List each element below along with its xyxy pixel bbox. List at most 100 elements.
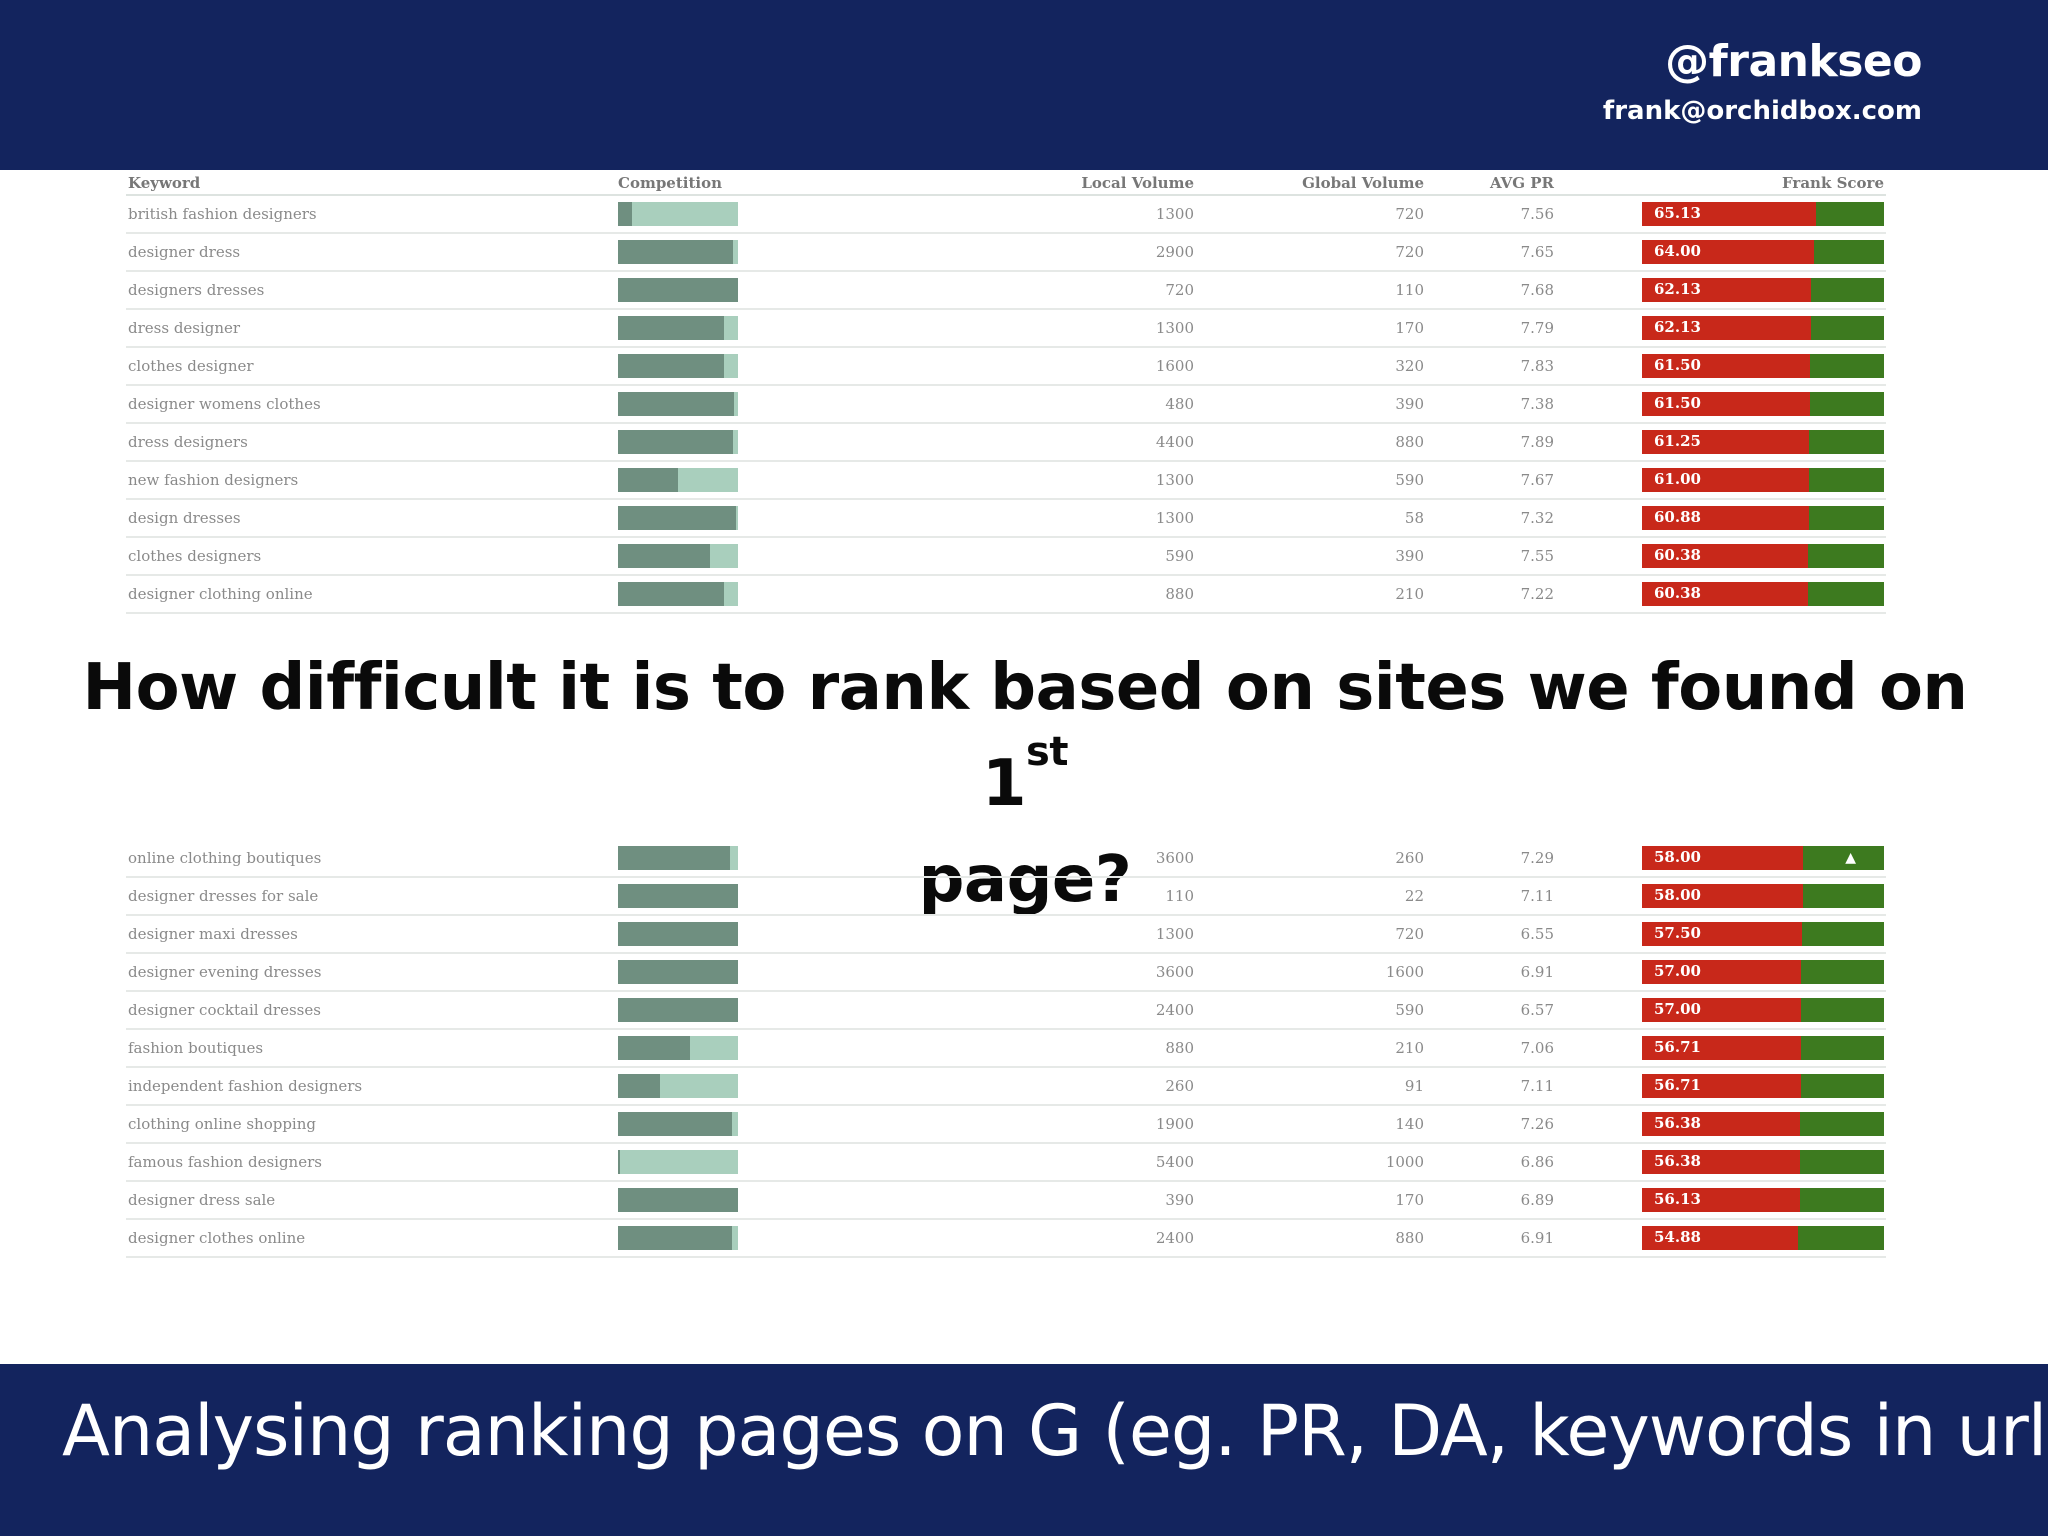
table-row[interactable]: designer evening dresses 3600 1600 6.91 57.0… [126, 953, 1886, 992]
local-volume-cell: 110 [846, 877, 1196, 916]
keyword-cell[interactable]: design dresses [126, 499, 616, 538]
keyword-cell[interactable]: designer dress sale [126, 1181, 616, 1220]
frank-score-bar: 54.88 [1642, 1226, 1884, 1250]
twitter-handle: @frankseo [1665, 36, 1922, 87]
competition-bar-fill [618, 430, 734, 454]
competition-bar [618, 1036, 738, 1060]
frank-score-cell: 65.13 [1556, 195, 1886, 234]
table-row[interactable]: designer clothing online 880 210 7.22 60.38 [126, 575, 1886, 614]
keyword-cell[interactable]: clothing online shopping [126, 1105, 616, 1144]
frank-score-value: 60.38 [1654, 546, 1701, 564]
keyword-cell[interactable]: designer womens clothes [126, 385, 616, 424]
keyword-cell[interactable]: designer dress [126, 233, 616, 272]
competition-cell [616, 309, 846, 348]
competition-bar [618, 278, 738, 302]
frank-score-cell: 58.00 ▲ [1556, 840, 1886, 878]
avg-pr-cell: 6.86 [1426, 1143, 1556, 1182]
local-volume-cell: 1300 [846, 461, 1196, 500]
table-row[interactable]: design dresses 1300 58 7.32 60.88 [126, 499, 1886, 538]
frank-score-cell: 58.00 [1556, 877, 1886, 916]
table-header-row: Keyword Competition Local Volume Global … [126, 172, 1886, 196]
table-row[interactable]: clothes designers 590 390 7.55 60.38 [126, 537, 1886, 576]
frank-score-cell: 60.88 [1556, 499, 1886, 538]
competition-cell [616, 461, 846, 500]
question-ordinal: st [1026, 729, 1068, 775]
keyword-cell[interactable]: designer evening dresses [126, 953, 616, 992]
col-header-global-volume[interactable]: Global Volume [1196, 172, 1426, 196]
keyword-cell[interactable]: dress designer [126, 309, 616, 348]
frank-score-value: 61.50 [1654, 394, 1701, 412]
competition-bar-fill [618, 922, 738, 946]
table-row[interactable]: independent fashion designers 260 91 7.11 56… [126, 1067, 1886, 1106]
competition-bar-fill [618, 544, 711, 568]
keyword-cell[interactable]: dress designers [126, 423, 616, 462]
keyword-table-top: Keyword Competition Local Volume Global … [126, 172, 1886, 614]
frank-score-value: 62.13 [1654, 318, 1701, 336]
frank-score-value: 57.00 [1654, 962, 1701, 980]
table-row[interactable]: famous fashion designers 5400 1000 6.86 56.3… [126, 1143, 1886, 1182]
table-row[interactable]: fashion boutiques 880 210 7.06 56.71 [126, 1029, 1886, 1068]
keyword-cell[interactable]: british fashion designers [126, 195, 616, 234]
local-volume-cell: 260 [846, 1067, 1196, 1106]
keyword-cell[interactable]: designers dresses [126, 271, 616, 310]
competition-cell [616, 840, 846, 878]
competition-bar [618, 506, 738, 530]
col-header-avg-pr[interactable]: AVG PR [1426, 172, 1556, 196]
keyword-cell[interactable]: online clothing boutiques [126, 840, 616, 878]
table-row[interactable]: clothing online shopping 1900 140 7.26 56.38 [126, 1105, 1886, 1144]
keyword-cell[interactable]: designer clothes online [126, 1219, 616, 1258]
keyword-cell[interactable]: new fashion designers [126, 461, 616, 500]
competition-bar [618, 316, 738, 340]
keyword-cell[interactable]: famous fashion designers [126, 1143, 616, 1182]
table-row[interactable]: designer maxi dresses 1300 720 6.55 57.50 [126, 915, 1886, 954]
frank-score-bar-fill [1642, 1150, 1801, 1174]
avg-pr-cell: 7.65 [1426, 233, 1556, 272]
col-header-local-volume[interactable]: Local Volume [846, 172, 1196, 196]
table-row[interactable]: designer womens clothes 480 390 7.38 61.50 [126, 385, 1886, 424]
competition-bar-fill [618, 960, 738, 984]
avg-pr-cell: 7.67 [1426, 461, 1556, 500]
table-row[interactable]: designer clothes online 2400 880 6.91 54.88 [126, 1219, 1886, 1258]
table-row[interactable]: designer dress 2900 720 7.65 64.00 [126, 233, 1886, 272]
frank-score-value: 58.00 [1654, 886, 1701, 904]
keyword-cell[interactable]: designer clothing online [126, 575, 616, 614]
table-row[interactable]: dress designers 4400 880 7.89 61.25 [126, 423, 1886, 462]
frank-score-cell: 62.13 [1556, 271, 1886, 310]
global-volume-cell: 720 [1196, 195, 1426, 234]
competition-bar-fill [618, 1074, 660, 1098]
table-row[interactable]: dress designer 1300 170 7.79 62.13 [126, 309, 1886, 348]
keyword-cell[interactable]: designer dresses for sale [126, 877, 616, 916]
keyword-cell[interactable]: designer cocktail dresses [126, 991, 616, 1030]
frank-score-cell: 60.38 [1556, 537, 1886, 576]
table-row[interactable]: british fashion designers 1300 720 7.56 65.1… [126, 195, 1886, 234]
table-row[interactable]: new fashion designers 1300 590 7.67 61.00 [126, 461, 1886, 500]
table-row[interactable]: designer dress sale 390 170 6.89 56.13 [126, 1181, 1886, 1220]
keyword-cell[interactable]: designer maxi dresses [126, 915, 616, 954]
keyword-cell[interactable]: fashion boutiques [126, 1029, 616, 1068]
table-row[interactable]: designers dresses 720 110 7.68 62.13 [126, 271, 1886, 310]
avg-pr-cell: 6.91 [1426, 953, 1556, 992]
competition-bar [618, 392, 738, 416]
frank-score-cell: 56.71 [1556, 1029, 1886, 1068]
col-header-frank-score[interactable]: Frank Score [1556, 172, 1886, 196]
col-header-keyword[interactable]: Keyword [126, 172, 616, 196]
competition-cell [616, 537, 846, 576]
competition-cell [616, 1219, 846, 1258]
frank-score-value: 56.38 [1654, 1114, 1701, 1132]
frank-score-value: 57.00 [1654, 1000, 1701, 1018]
global-volume-cell: 1000 [1196, 1143, 1426, 1182]
table-row[interactable]: designer dresses for sale 110 22 7.11 58.00 [126, 877, 1886, 916]
keyword-cell[interactable]: clothes designers [126, 537, 616, 576]
local-volume-cell: 5400 [846, 1143, 1196, 1182]
frank-score-bar: 61.00 [1642, 468, 1884, 492]
frank-score-value: 61.25 [1654, 432, 1701, 450]
competition-cell [616, 1181, 846, 1220]
frank-score-bar-fill [1642, 1188, 1800, 1212]
keyword-cell[interactable]: clothes designer [126, 347, 616, 386]
table-row[interactable]: online clothing boutiques 3600 260 7.29 58.0… [126, 840, 1886, 878]
table-row[interactable]: clothes designer 1600 320 7.83 61.50 [126, 347, 1886, 386]
col-header-competition[interactable]: Competition [616, 172, 846, 196]
competition-bar-fill [618, 1226, 732, 1250]
table-row[interactable]: designer cocktail dresses 2400 590 6.57 57.0… [126, 991, 1886, 1030]
keyword-cell[interactable]: independent fashion designers [126, 1067, 616, 1106]
